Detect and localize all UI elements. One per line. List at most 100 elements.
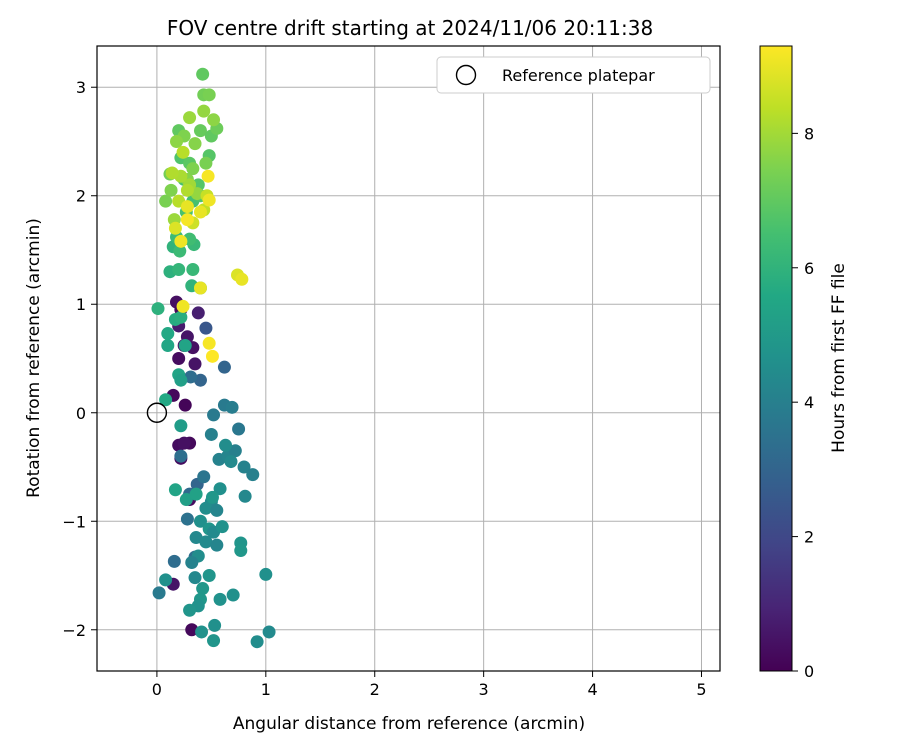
data-point — [174, 449, 188, 463]
data-point — [174, 419, 188, 433]
data-point — [238, 489, 252, 503]
data-point — [262, 625, 276, 639]
y-tick-label: −1 — [62, 512, 86, 531]
data-point — [193, 373, 207, 387]
colorbar-label: Hours from first FF file — [829, 263, 849, 453]
y-tick-label: 1 — [76, 295, 86, 314]
data-point — [180, 200, 194, 214]
colorbar-tick-label: 6 — [804, 259, 814, 278]
data-point — [186, 263, 200, 277]
data-point — [224, 455, 238, 469]
data-point — [172, 263, 186, 277]
data-point — [189, 487, 203, 501]
y-tick-label: 3 — [76, 78, 86, 97]
data-point — [196, 582, 210, 596]
data-point — [173, 244, 187, 258]
data-point — [174, 234, 188, 248]
data-point — [195, 625, 209, 639]
x-axis-ticks: 0 1 2 3 4 5 — [152, 671, 707, 699]
colorbar-tick-label: 4 — [804, 393, 814, 412]
data-point — [199, 321, 213, 335]
data-point — [178, 338, 192, 352]
data-point — [193, 514, 207, 528]
data-point — [189, 531, 203, 545]
data-point — [174, 310, 188, 324]
data-point — [205, 490, 219, 504]
data-point — [199, 535, 213, 549]
data-point — [193, 124, 207, 138]
y-axis-ticks: −2 −1 0 1 2 3 — [62, 78, 97, 640]
data-point — [152, 586, 166, 600]
reference-marker — [146, 402, 168, 423]
data-point — [193, 205, 207, 219]
plot-frame — [96, 45, 721, 672]
x-tick-label: 1 — [261, 680, 271, 699]
data-point — [190, 187, 204, 201]
data-point — [217, 360, 231, 374]
data-point — [202, 193, 216, 207]
data-point — [174, 373, 188, 387]
data-point — [197, 104, 211, 118]
data-point — [228, 444, 242, 458]
x-axis-label: Angular distance from reference (arcmin) — [233, 714, 585, 734]
data-point — [170, 134, 184, 148]
legend-box — [436, 56, 711, 94]
x-tick-label: 3 — [479, 680, 489, 699]
data-point — [246, 468, 260, 482]
data-point — [183, 111, 197, 125]
data-point — [210, 503, 224, 517]
data-point — [199, 156, 213, 170]
data-point — [178, 398, 192, 412]
data-point — [235, 272, 249, 286]
data-point — [177, 436, 191, 450]
data-point — [180, 183, 194, 197]
colorbar-gradient — [759, 45, 793, 672]
data-point — [202, 336, 216, 350]
data-point — [207, 634, 221, 648]
data-point — [234, 544, 248, 558]
colorbar-tick-label: 8 — [804, 124, 814, 143]
data-point — [159, 194, 173, 208]
x-tick-label: 5 — [696, 680, 706, 699]
data-point — [204, 427, 218, 441]
data-point — [207, 113, 221, 127]
data-point — [159, 573, 173, 587]
data-point — [176, 145, 190, 159]
data-point — [172, 352, 186, 365]
data-point — [185, 555, 199, 569]
data-point — [167, 554, 181, 568]
data-point — [180, 512, 194, 526]
y-axis-label: Rotation from reference (arcmin) — [24, 218, 44, 498]
colorbar-tick-label: 2 — [804, 528, 814, 547]
data-point — [179, 493, 193, 507]
data-point — [226, 588, 240, 602]
colorbar-tick-label: 0 — [804, 662, 814, 681]
colorbar-ticks: 0 2 4 6 8 — [792, 124, 814, 681]
data-points — [151, 67, 276, 649]
data-point — [259, 567, 273, 581]
data-point — [213, 592, 227, 606]
data-point — [161, 327, 175, 341]
data-point — [201, 169, 215, 183]
y-tick-label: 2 — [76, 187, 86, 206]
data-point — [210, 538, 224, 552]
y-tick-label: 0 — [76, 404, 86, 423]
data-point — [159, 393, 173, 407]
legend-label: Reference platepar — [502, 66, 655, 85]
data-point — [208, 618, 222, 632]
x-tick-label: 0 — [152, 680, 162, 699]
data-point — [202, 88, 216, 102]
data-point — [183, 603, 197, 617]
colorbar: 0 2 4 6 8 Hours from first FF file — [759, 45, 849, 681]
data-point — [168, 483, 182, 497]
data-point — [237, 460, 251, 474]
legend: Reference platepar — [436, 56, 711, 94]
data-point — [205, 349, 219, 363]
data-point — [202, 569, 216, 583]
data-point — [199, 501, 213, 515]
data-point — [180, 213, 194, 227]
data-point — [197, 470, 211, 484]
data-point — [176, 299, 190, 313]
